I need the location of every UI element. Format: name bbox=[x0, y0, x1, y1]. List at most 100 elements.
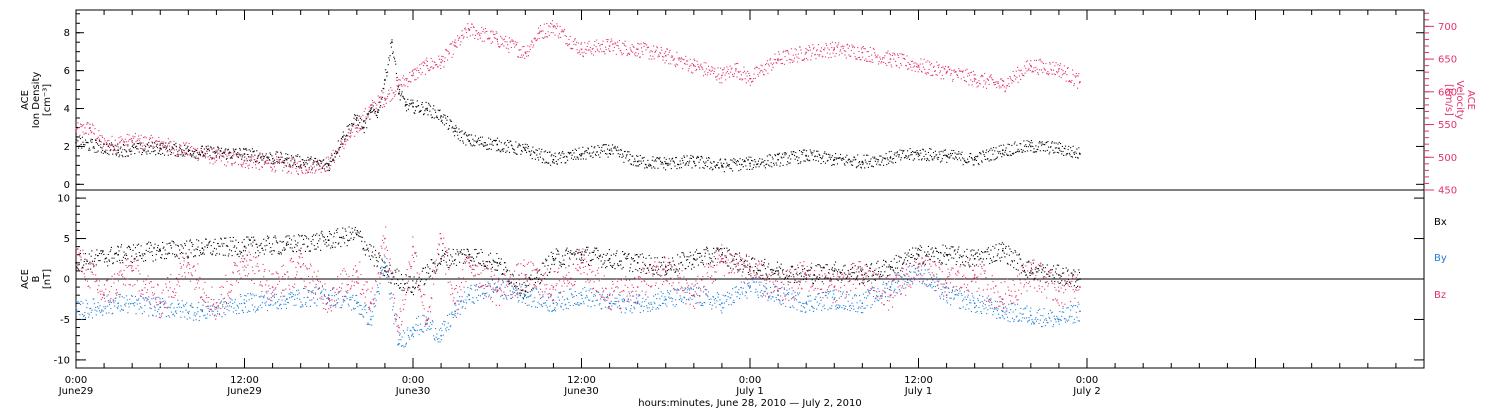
density-sample bbox=[563, 156, 566, 158]
velocity-sample bbox=[634, 55, 636, 57]
bx-sample bbox=[313, 234, 315, 236]
density-sample bbox=[921, 158, 923, 160]
bx-sample bbox=[480, 249, 482, 251]
density-sample bbox=[131, 150, 133, 152]
density-sample bbox=[1013, 152, 1015, 154]
velocity-sample bbox=[127, 140, 130, 142]
density-sample bbox=[415, 106, 417, 108]
density-sample bbox=[479, 136, 481, 138]
density-sample bbox=[943, 149, 945, 151]
bx-sample bbox=[526, 285, 528, 287]
velocity-sample bbox=[342, 143, 344, 145]
bx-sample bbox=[956, 251, 959, 253]
bx-sample bbox=[97, 255, 99, 257]
velocity-sample bbox=[376, 110, 379, 112]
velocity-sample bbox=[151, 141, 153, 143]
density-sample bbox=[86, 142, 88, 144]
velocity-sample bbox=[354, 127, 356, 129]
velocity-sample bbox=[779, 59, 781, 61]
density-sample bbox=[920, 152, 922, 154]
bx-sample bbox=[761, 264, 763, 267]
velocity-sample bbox=[1007, 78, 1009, 80]
bx-sample bbox=[582, 259, 584, 261]
bx-sample bbox=[323, 236, 325, 238]
density-sample bbox=[596, 151, 598, 153]
density-sample bbox=[942, 151, 944, 153]
density-sample bbox=[404, 105, 406, 107]
bx-sample bbox=[459, 261, 461, 263]
bx-sample bbox=[234, 250, 236, 252]
velocity-sample bbox=[807, 50, 809, 52]
bx-sample bbox=[930, 248, 932, 250]
bx-sample bbox=[417, 284, 420, 286]
density-sample bbox=[623, 150, 626, 153]
bx-sample bbox=[1000, 243, 1002, 245]
bx-sample bbox=[193, 256, 195, 258]
density-sample bbox=[754, 159, 756, 161]
velocity-sample bbox=[678, 57, 681, 59]
velocity-sample bbox=[468, 29, 470, 31]
density-sample bbox=[649, 164, 651, 166]
bx-sample bbox=[208, 242, 210, 244]
density-sample bbox=[845, 161, 847, 163]
velocity-sample bbox=[761, 65, 763, 67]
density-sample bbox=[908, 155, 910, 157]
velocity-sample bbox=[534, 37, 536, 39]
velocity-sample bbox=[996, 82, 998, 84]
bx-sample bbox=[877, 271, 880, 273]
velocity-sample bbox=[1052, 61, 1054, 63]
bx-sample bbox=[231, 255, 233, 257]
density-sample bbox=[814, 156, 816, 158]
velocity-sample bbox=[807, 59, 809, 61]
velocity-sample bbox=[861, 46, 863, 48]
bx-sample bbox=[805, 278, 808, 280]
density-sample bbox=[381, 90, 383, 92]
density-sample bbox=[473, 140, 475, 142]
density-sample bbox=[392, 51, 394, 53]
density-sample bbox=[948, 157, 950, 159]
density-sample bbox=[395, 63, 397, 65]
bx-sample bbox=[610, 264, 612, 266]
density-sample bbox=[208, 148, 210, 150]
density-sample bbox=[670, 168, 672, 170]
velocity-sample bbox=[220, 160, 222, 162]
bx-sample bbox=[174, 256, 176, 258]
density-sample bbox=[252, 151, 254, 153]
bx-sample bbox=[808, 269, 810, 271]
density-sample bbox=[904, 156, 906, 159]
bx-sample bbox=[903, 259, 905, 261]
density-sample bbox=[383, 83, 385, 85]
density-sample bbox=[653, 160, 655, 162]
bx-sample bbox=[773, 272, 775, 274]
bx-sample bbox=[677, 254, 679, 256]
velocity-sample bbox=[900, 62, 902, 65]
velocity-sample bbox=[689, 65, 691, 67]
bx-sample bbox=[242, 255, 244, 257]
velocity-sample bbox=[654, 51, 657, 53]
velocity-sample bbox=[1077, 87, 1079, 89]
velocity-sample bbox=[708, 69, 710, 71]
bx-sample bbox=[287, 241, 289, 243]
density-sample bbox=[644, 167, 646, 169]
density-sample bbox=[670, 160, 672, 162]
bx-sample bbox=[799, 281, 801, 283]
velocity-sample bbox=[950, 72, 952, 75]
density-sample bbox=[1005, 147, 1007, 149]
density-sample bbox=[989, 159, 991, 161]
bx-sample bbox=[854, 265, 856, 267]
bx-sample bbox=[469, 259, 471, 261]
velocity-sample bbox=[518, 49, 520, 51]
density-sample bbox=[953, 158, 955, 160]
bx-sample bbox=[554, 259, 556, 261]
density-sample bbox=[673, 160, 675, 162]
velocity-sample bbox=[811, 55, 813, 57]
velocity-sample bbox=[1014, 75, 1016, 77]
velocity-sample bbox=[302, 172, 304, 174]
top-left-ytick-label: 2 bbox=[64, 142, 70, 153]
density-sample bbox=[120, 151, 123, 153]
density-sample bbox=[971, 157, 973, 159]
density-sample bbox=[113, 149, 115, 151]
velocity-sample bbox=[206, 152, 209, 154]
velocity-sample bbox=[614, 42, 616, 44]
density-sample bbox=[1028, 140, 1030, 143]
